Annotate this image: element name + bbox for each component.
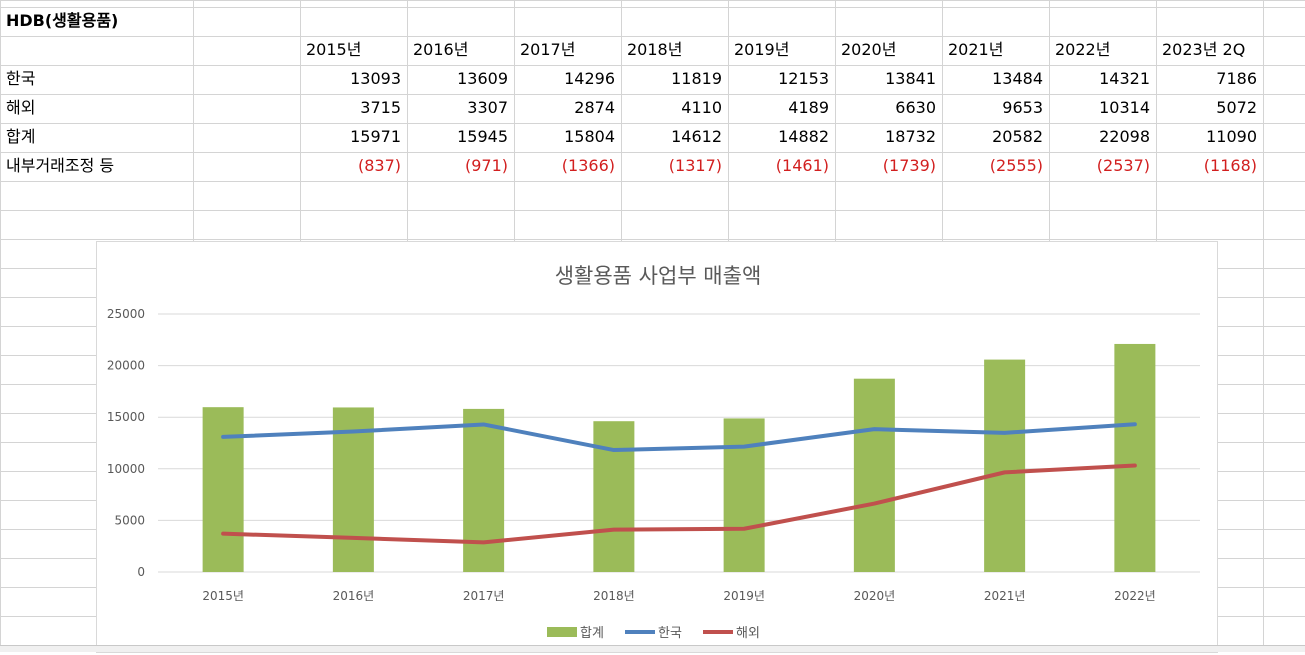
legend-label: 한국 xyxy=(658,626,682,641)
y-tick-label: 20000 xyxy=(107,359,145,373)
y-tick-label: 0 xyxy=(137,565,145,579)
value-cell[interactable]: (2555) xyxy=(989,156,1043,175)
x-tick-label: 2020년 xyxy=(854,589,896,603)
value-cell[interactable]: 13609 xyxy=(457,69,508,88)
value-cell[interactable]: (2537) xyxy=(1096,156,1150,175)
year-header-cell[interactable]: 2016년 xyxy=(413,40,469,59)
legend-label: 해외 xyxy=(736,626,760,641)
sheet-title-cell[interactable]: HDB(생활용품) xyxy=(6,11,119,30)
y-tick-label: 15000 xyxy=(107,410,145,424)
value-cell[interactable]: 12153 xyxy=(778,69,829,88)
value-cell[interactable]: 13841 xyxy=(885,69,936,88)
value-cell[interactable]: 11090 xyxy=(1206,127,1257,146)
chart-title: 생활용품 사업부 매출액 xyxy=(555,264,762,288)
year-header-cell[interactable]: 2021년 xyxy=(948,40,1004,59)
year-header-cell[interactable]: 2017년 xyxy=(520,40,576,59)
x-tick-label: 2019년 xyxy=(723,589,765,603)
value-cell[interactable]: 10314 xyxy=(1099,98,1150,117)
value-cell[interactable]: 2874 xyxy=(574,98,615,117)
value-cell[interactable]: 6630 xyxy=(895,98,936,117)
line-korea xyxy=(221,422,1137,453)
value-cell[interactable]: (1317) xyxy=(668,156,722,175)
line-overseas xyxy=(221,463,1137,545)
bar-total xyxy=(332,407,374,572)
row-label-cell[interactable]: 한국 xyxy=(6,69,36,88)
year-header-cell[interactable]: 2015년 xyxy=(306,40,362,59)
value-cell[interactable]: 7186 xyxy=(1216,69,1257,88)
value-cell[interactable]: (1739) xyxy=(882,156,936,175)
x-tick-label: 2016년 xyxy=(333,589,375,603)
value-cell[interactable]: 5072 xyxy=(1216,98,1257,117)
bar-total xyxy=(984,359,1026,572)
bar-total xyxy=(853,378,895,572)
value-cell[interactable]: 14321 xyxy=(1099,69,1150,88)
legend-label: 합계 xyxy=(580,626,604,641)
value-cell[interactable]: 4110 xyxy=(681,98,722,117)
value-cell[interactable]: 4189 xyxy=(788,98,829,117)
value-cell[interactable]: 15945 xyxy=(457,127,508,146)
year-header-cell[interactable]: 2020년 xyxy=(841,40,897,59)
bar-total xyxy=(202,407,244,572)
y-tick-label: 5000 xyxy=(114,513,145,527)
bar-total xyxy=(463,408,505,572)
row-label-cell[interactable]: 해외 xyxy=(6,98,36,117)
y-tick-label: 10000 xyxy=(107,462,145,476)
year-header-cell[interactable]: 2022년 xyxy=(1055,40,1111,59)
value-cell[interactable]: (971) xyxy=(464,156,508,175)
x-tick-label: 2018년 xyxy=(593,589,635,603)
value-cell[interactable]: 3715 xyxy=(360,98,401,117)
value-cell[interactable]: 3307 xyxy=(467,98,508,117)
value-cell[interactable]: 22098 xyxy=(1099,127,1150,146)
legend-swatch-total xyxy=(547,627,577,637)
value-cell[interactable]: 14612 xyxy=(671,127,722,146)
value-cell[interactable]: 15804 xyxy=(564,127,615,146)
value-cell[interactable]: 9653 xyxy=(1002,98,1043,117)
x-tick-label: 2021년 xyxy=(984,589,1026,603)
value-cell[interactable]: (1168) xyxy=(1203,156,1257,175)
value-cell[interactable]: 14296 xyxy=(564,69,615,88)
y-tick-label: 25000 xyxy=(107,307,145,321)
value-cell[interactable]: 11819 xyxy=(671,69,722,88)
x-tick-label: 2015년 xyxy=(202,589,244,603)
value-cell[interactable]: 14882 xyxy=(778,127,829,146)
sheet-tabs-bar[interactable] xyxy=(0,645,1305,652)
x-tick-label: 2022년 xyxy=(1114,589,1156,603)
value-cell[interactable]: 15971 xyxy=(350,127,401,146)
bar-total xyxy=(723,418,765,572)
value-cell[interactable]: (1461) xyxy=(775,156,829,175)
year-header-cell[interactable]: 2019년 xyxy=(734,40,790,59)
value-cell[interactable]: 13484 xyxy=(992,69,1043,88)
value-cell[interactable]: 20582 xyxy=(992,127,1043,146)
bar-total xyxy=(1114,343,1156,572)
x-tick-label: 2017년 xyxy=(463,589,505,603)
value-cell[interactable]: 13093 xyxy=(350,69,401,88)
year-header-cell[interactable]: 2018년 xyxy=(627,40,683,59)
row-label-cell[interactable]: 내부거래조정 등 xyxy=(6,156,115,175)
year-header-cell[interactable]: 2023년 2Q xyxy=(1162,40,1246,59)
value-cell[interactable]: 18732 xyxy=(885,127,936,146)
value-cell[interactable]: (837) xyxy=(357,156,401,175)
bar-total xyxy=(593,421,635,572)
value-cell[interactable]: (1366) xyxy=(561,156,615,175)
sales-chart[interactable]: 생활용품 사업부 매출액 0 5000 10000 15000 20000 25000 201… xyxy=(96,241,1218,653)
row-label-cell[interactable]: 합계 xyxy=(6,127,36,146)
chart-canvas: 생활용품 사업부 매출액 0 5000 10000 15000 20000 25000 201… xyxy=(107,264,1200,641)
